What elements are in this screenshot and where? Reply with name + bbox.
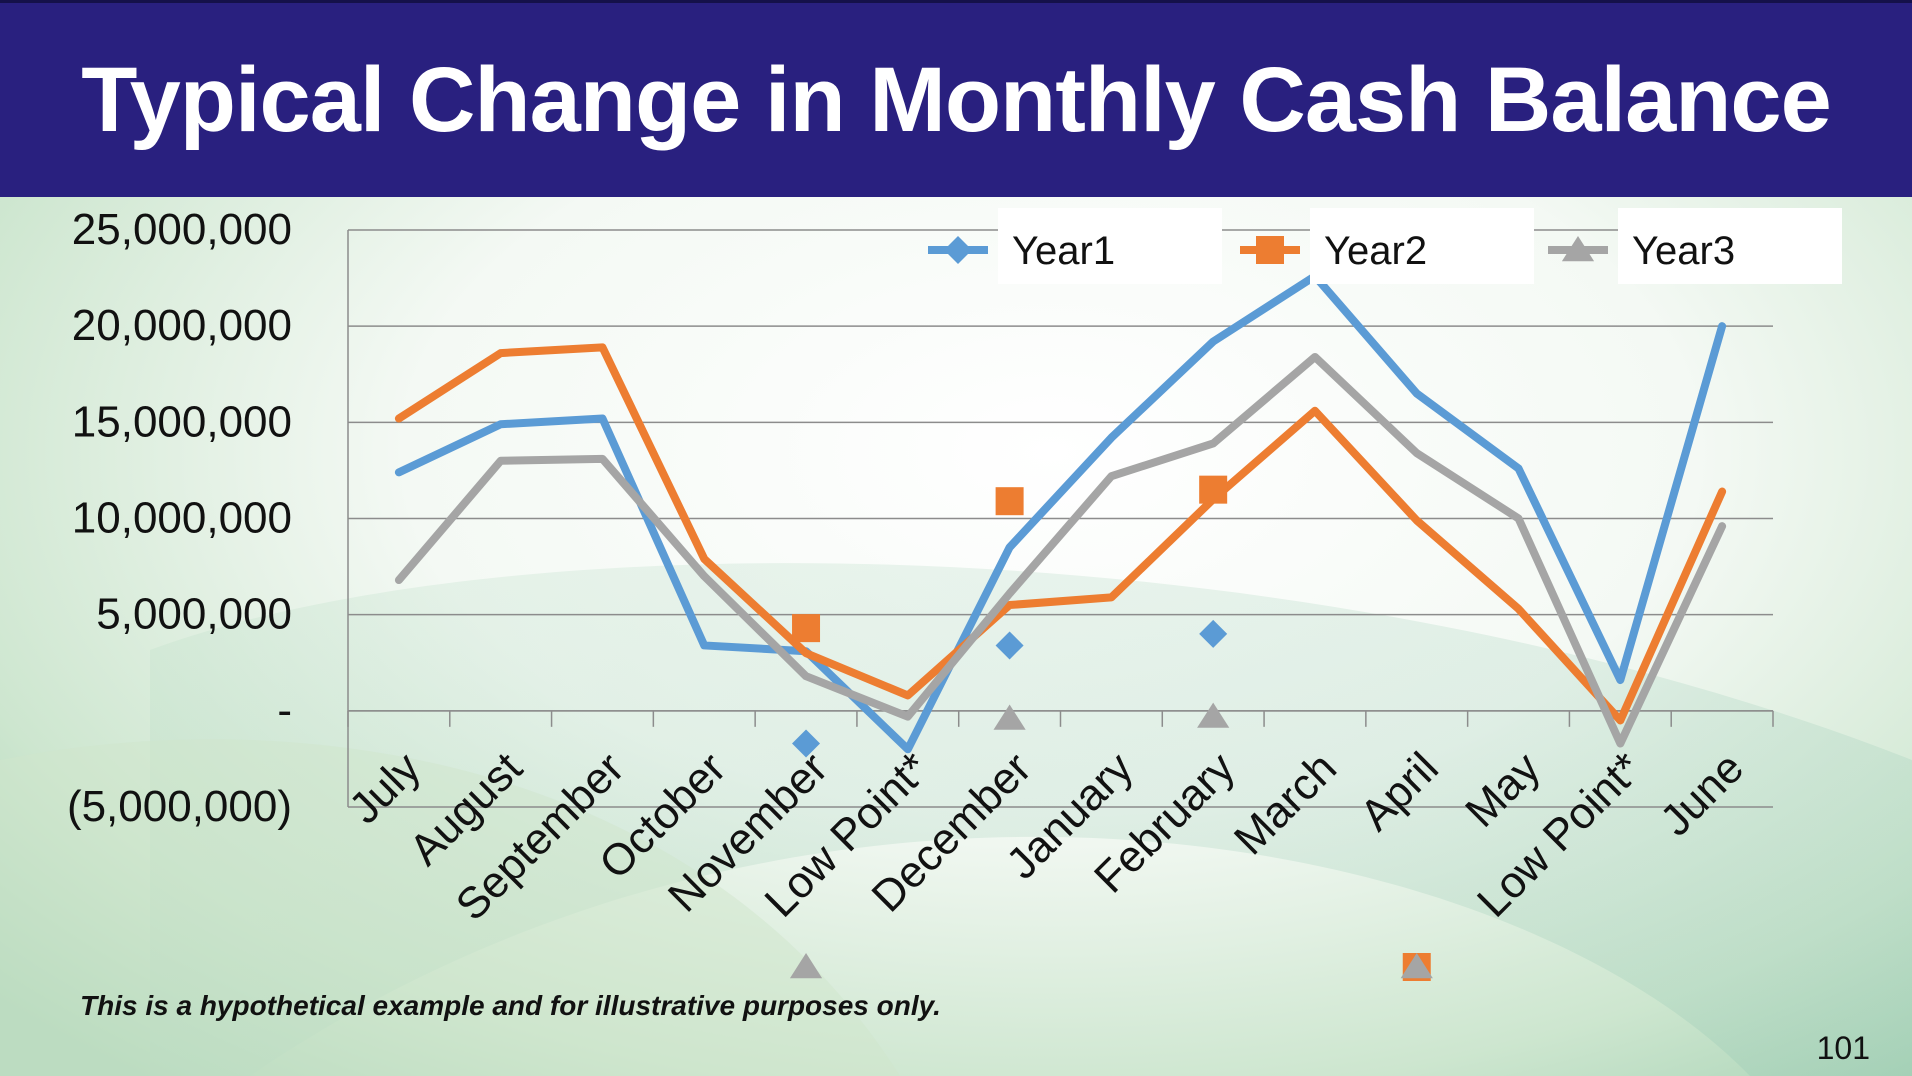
series-line-year1 xyxy=(394,272,1727,754)
y-tick-label: 25,000,000 xyxy=(72,205,292,254)
series-line-year3 xyxy=(394,352,1727,748)
legend-box-year1 xyxy=(998,208,1222,284)
y-tick-label: 20,000,000 xyxy=(72,301,292,350)
data-marker-year2-6 xyxy=(995,487,1024,516)
data-marker-year1-8 xyxy=(1199,619,1228,648)
data-marker-year3-6 xyxy=(993,704,1026,730)
legend-marker-year1 xyxy=(944,236,972,264)
legend-label-year1: Year1 xyxy=(1012,229,1115,273)
series-line-year2 xyxy=(394,343,1727,725)
cash-balance-line-chart: 25,000,000 20,000,000 15,000,000 10,000,000… xyxy=(67,205,1842,981)
data-marker-year2-4 xyxy=(792,614,821,643)
page-number: 101 xyxy=(1816,1030,1870,1066)
x-tick-label: April xyxy=(1351,743,1448,840)
title-bar: Typical Change in Monthly Cash Balance xyxy=(0,0,1912,197)
x-tick-label: June xyxy=(1651,743,1753,845)
data-marker-year3-below-10 xyxy=(1400,953,1433,979)
data-marker-year3-below-4 xyxy=(789,953,823,979)
y-tick-label: - xyxy=(277,686,292,735)
legend-label-year3: Year3 xyxy=(1632,229,1735,273)
data-marker-year2-8 xyxy=(1199,475,1228,504)
legend-label-year2: Year2 xyxy=(1324,229,1427,273)
x-tick-label: July xyxy=(340,743,430,833)
legend-marker-year3 xyxy=(1561,236,1595,262)
disclaimer-footnote: This is a hypothetical example and for i… xyxy=(80,990,941,1021)
data-marker-year1-6 xyxy=(995,631,1024,660)
y-tick-label: 15,000,000 xyxy=(72,397,292,446)
y-tick-label: 10,000,000 xyxy=(72,494,292,543)
data-marker-year3-8 xyxy=(1197,702,1230,728)
data-marker-year1-4 xyxy=(792,729,821,758)
x-tick-label: May xyxy=(1456,743,1549,836)
legend-box-year3 xyxy=(1618,208,1842,284)
legend-marker-year2 xyxy=(1256,236,1284,264)
legend-box-year2 xyxy=(1310,208,1534,284)
y-tick-label: 5,000,000 xyxy=(96,590,292,639)
y-tick-label: (5,000,000) xyxy=(67,782,292,831)
slide-title: Typical Change in Monthly Cash Balance xyxy=(81,48,1832,151)
x-tick-label: March xyxy=(1225,743,1346,864)
